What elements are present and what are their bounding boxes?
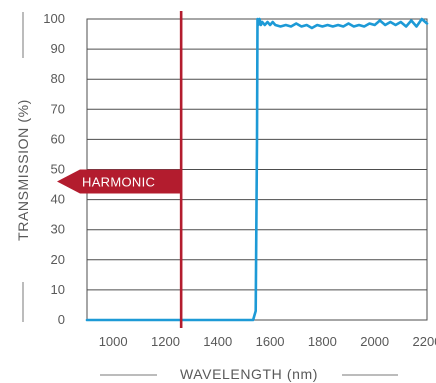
x-tick-label-1600: 1600: [256, 334, 285, 349]
x-tick-label-2200: 2200: [413, 334, 436, 349]
x-tick-label-1800: 1800: [308, 334, 337, 349]
y-axis-title: TRANSMISSION (%): [15, 99, 31, 241]
x-tick-label-1000: 1000: [99, 334, 128, 349]
harmonic-label: HARMONIC: [82, 175, 155, 190]
y-tick-label-50: 50: [51, 162, 65, 177]
y-tick-label-80: 80: [51, 71, 65, 86]
y-tick-label-40: 40: [51, 192, 65, 207]
x-tick-label-1200: 1200: [151, 334, 180, 349]
transmission-series-line: [85, 17, 429, 322]
y-tick-label-60: 60: [51, 131, 65, 146]
y-tick-label-30: 30: [51, 222, 65, 237]
y-tick-label-70: 70: [51, 101, 65, 116]
harmonic-annotation: HARMONIC: [57, 169, 182, 194]
y-tick-label-0: 0: [58, 312, 65, 327]
harmonic-arrow: [57, 169, 182, 194]
y-tick-label-20: 20: [51, 252, 65, 267]
x-axis-title: WAVELENGTH (nm): [180, 366, 318, 382]
x-tick-label-1400: 1400: [203, 334, 232, 349]
y-tick-label-10: 10: [51, 282, 65, 297]
y-tick-labels: 0 10 20 30 40 50 60 70 80 90 100: [43, 11, 65, 327]
x-tick-labels: 1000 1200 1400 1600 1800 2000 2200: [99, 334, 436, 349]
y-tick-label-90: 90: [51, 41, 65, 56]
y-tick-label-100: 100: [43, 11, 65, 26]
x-tick-label-2000: 2000: [360, 334, 389, 349]
